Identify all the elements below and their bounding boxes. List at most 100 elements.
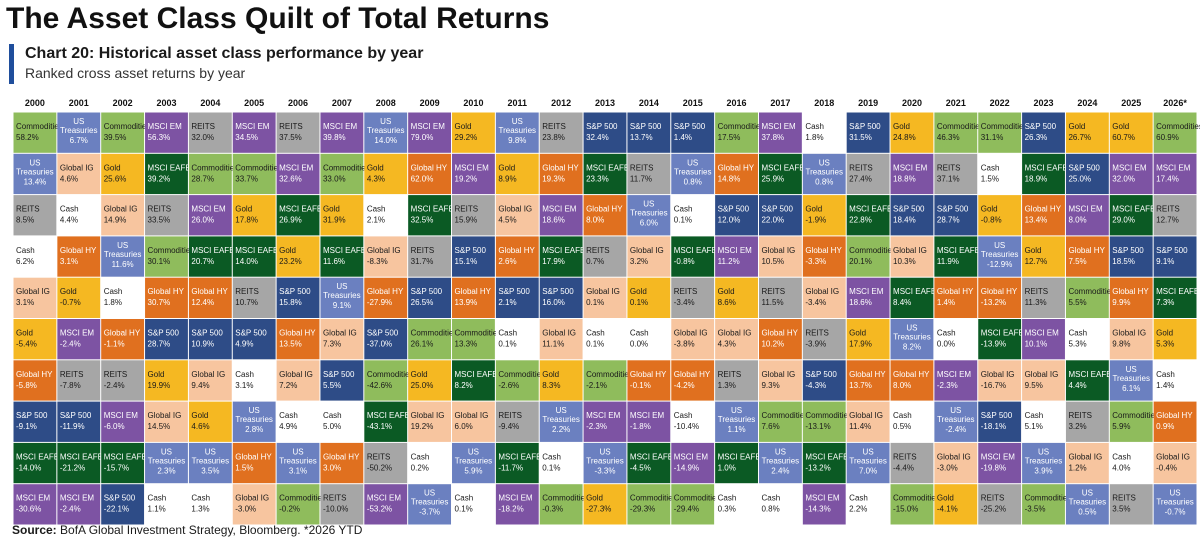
return-value: 18.5%	[1112, 257, 1135, 266]
asset-label: Commodities	[104, 122, 151, 131]
return-value: -2.4%	[104, 381, 125, 390]
cell-fill-commodities	[408, 319, 452, 360]
return-value: 0.5%	[1078, 508, 1096, 517]
asset-label: US	[1082, 489, 1093, 498]
cell-fill-msci-eafe	[188, 236, 232, 277]
quilt-cell: MSCI EAFE 1.0%	[715, 442, 761, 484]
quilt-cell: Gold 60.7%	[1109, 112, 1153, 153]
asset-label: MSCI EAFE	[104, 452, 147, 461]
cell-fill-global-hy	[1109, 277, 1153, 318]
asset-label: S&P 500	[279, 287, 311, 296]
return-value: 10.9%	[191, 340, 214, 349]
asset-label: Global HY	[849, 370, 886, 379]
asset-label: REITS	[1156, 205, 1180, 214]
asset-label: Global HY	[1025, 205, 1062, 214]
return-value: 8.9%	[498, 174, 516, 183]
return-value: -16.7%	[981, 381, 1006, 390]
cell-fill-reits	[846, 153, 890, 195]
quilt-cell: Cash 3.1%	[232, 360, 276, 401]
quilt-cell: Cash 2.2%	[846, 484, 890, 525]
cell-fill-reits	[671, 277, 715, 318]
cell-fill-global-hy	[758, 319, 802, 360]
asset-label: Treasuries	[148, 456, 186, 465]
asset-label: Global HY	[411, 163, 448, 172]
asset-label: Gold	[60, 287, 77, 296]
asset-label: Commodities	[279, 494, 326, 503]
asset-label: US	[687, 158, 698, 167]
quilt-cell: Global HY 3.0%	[320, 442, 364, 484]
cell-fill-msci-eafe	[539, 236, 583, 277]
quilt-cell: Cash 1.1%	[145, 484, 188, 525]
cell-fill-msci-em	[715, 236, 758, 277]
quilt-cell: REITS 11.5%	[758, 277, 802, 318]
cell-fill-commodities	[758, 401, 802, 442]
quilt-cell: Gold 25.0%	[408, 360, 452, 401]
asset-label: Global IG	[367, 246, 401, 255]
return-value: 58.2%	[16, 133, 39, 142]
return-value: 4.3%	[718, 340, 736, 349]
return-value: 8.2%	[455, 381, 473, 390]
return-value: 10.7%	[235, 298, 258, 307]
asset-label: MSCI EAFE	[674, 246, 717, 255]
asset-label: Global IG	[279, 370, 313, 379]
asset-label: Global IG	[1068, 452, 1102, 461]
quilt-cell: MSCI EAFE 25.9%	[758, 153, 805, 195]
quilt-cell: MSCI EAFE 22.8%	[846, 195, 892, 236]
quilt-cell: Global IG -8.3%	[364, 236, 408, 277]
return-value: -13.9%	[981, 340, 1006, 349]
year-header-2018: 2018	[814, 98, 834, 108]
quilt-cell: Cash 5.0%	[320, 401, 364, 442]
quilt-cell: Global HY 14.8%	[715, 153, 758, 195]
cell-fill-us-treasuries	[276, 442, 320, 484]
asset-label: Gold	[16, 329, 33, 338]
return-value: 8.5%	[16, 216, 34, 225]
quilt-cell: MSCI EAFE -15.7%	[101, 442, 147, 484]
cell-fill-global-hy	[276, 319, 320, 360]
asset-label: Global HY	[937, 287, 974, 296]
asset-label: Cash	[630, 329, 649, 338]
quilt-cell: REITS 31.7%	[408, 236, 452, 277]
year-header-2004: 2004	[200, 98, 220, 108]
asset-label: US	[819, 158, 830, 167]
quilt-cell: Gold -27.3%	[583, 484, 627, 525]
quilt-cell: S&P 500 9.1%	[1153, 236, 1197, 277]
quilt-cell: MSCI EM -6.0%	[101, 401, 145, 442]
asset-label: MSCI EAFE	[586, 163, 629, 172]
cell-fill-us-treasuries	[320, 277, 364, 318]
return-value: -9.4%	[498, 422, 519, 431]
cell-fill-sp500	[364, 319, 408, 360]
quilt-cell: Gold 19.9%	[145, 360, 188, 401]
return-value: 17.9%	[849, 340, 872, 349]
cell-fill-global-ig	[583, 277, 627, 318]
year-header-2017: 2017	[770, 98, 790, 108]
return-value: 6.7%	[70, 136, 88, 145]
cell-fill-us-treasuries	[364, 112, 408, 153]
year-header-2003: 2003	[156, 98, 176, 108]
quilt-cell: Cash 1.5%	[978, 153, 1022, 195]
asset-label: Global IG	[235, 494, 269, 503]
quilt-cell: S&P 500 28.7%	[145, 319, 188, 360]
quilt-cell: REITS 1.3%	[715, 360, 758, 401]
asset-label: Commodities	[411, 329, 458, 338]
quilt-cell: S&P 500 12.0%	[715, 195, 758, 236]
asset-label: Global IG	[1112, 329, 1146, 338]
asset-label: Gold	[630, 287, 647, 296]
asset-label: Commodities	[718, 122, 765, 131]
cell-fill-global-ig	[13, 277, 57, 318]
asset-label: Gold	[1112, 122, 1129, 131]
asset-label: Global HY	[498, 246, 535, 255]
return-value: -0.8%	[981, 216, 1002, 225]
quilt-cell: Cash 0.2%	[408, 442, 452, 484]
cell-fill-msci-eafe	[1109, 195, 1153, 236]
return-value: 1.5%	[981, 174, 999, 183]
asset-label: MSCI EAFE	[1156, 287, 1199, 296]
quilt-cell: Cash 2.1%	[364, 195, 408, 236]
asset-label: Gold	[148, 370, 165, 379]
cell-fill-global-hy	[627, 360, 671, 401]
asset-label: Global IG	[718, 329, 752, 338]
quilt-cell: Global HY 30.7%	[145, 277, 188, 318]
